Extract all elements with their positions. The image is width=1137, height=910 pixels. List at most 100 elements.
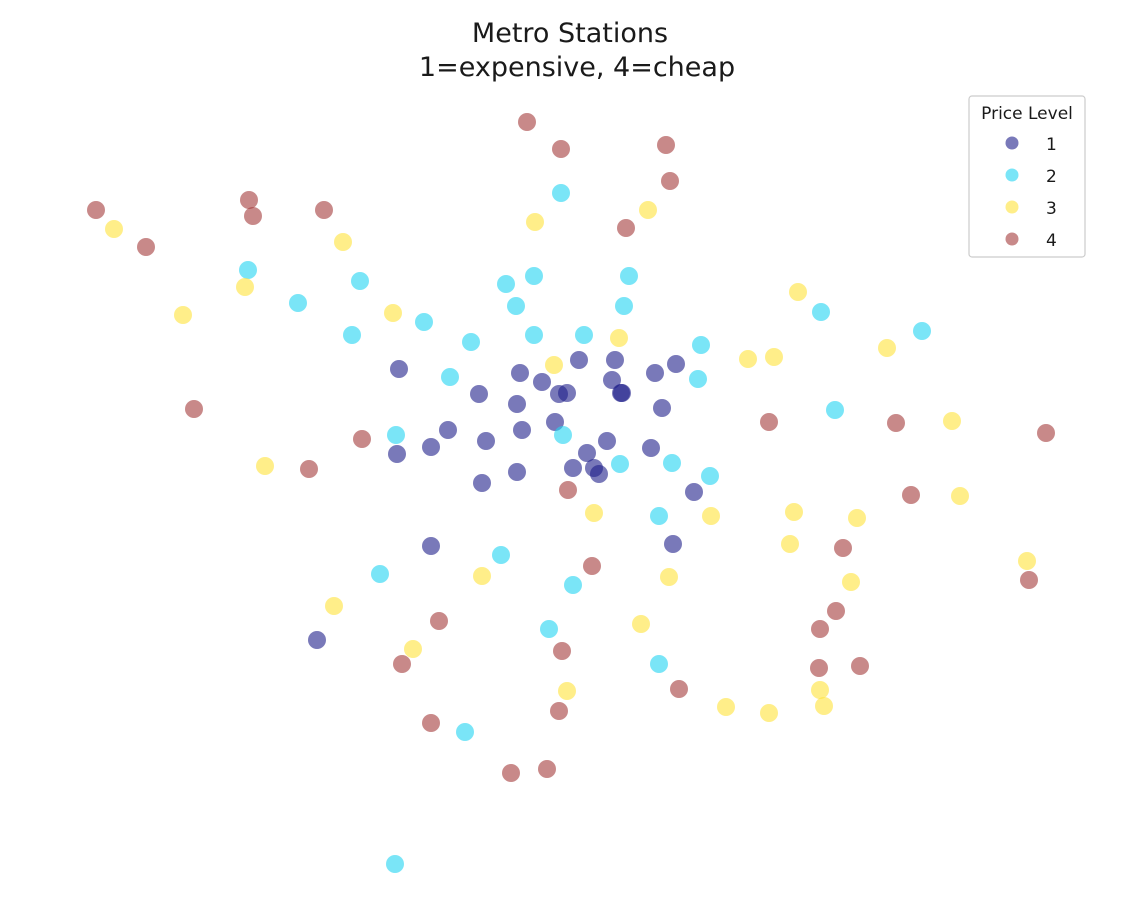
point-price-2-27 (564, 576, 582, 594)
point-price-1-17 (477, 432, 495, 450)
point-price-4-1 (137, 238, 155, 256)
point-price-2-29 (540, 620, 558, 638)
point-price-2-13 (462, 333, 480, 351)
point-price-2-23 (663, 454, 681, 472)
legend-label-1: 1 (1046, 135, 1057, 155)
point-price-1-24 (564, 459, 582, 477)
point-price-3-30 (760, 704, 778, 722)
point-price-3-23 (660, 568, 678, 586)
point-price-4-16 (1037, 424, 1055, 442)
point-price-1-21 (578, 444, 596, 462)
point-price-4-21 (827, 602, 845, 620)
point-price-1-30 (664, 535, 682, 553)
chart-title-text: Metro Stations (472, 18, 668, 49)
point-price-1-9 (603, 371, 621, 389)
point-price-2-7 (575, 326, 593, 344)
point-price-2-9 (289, 294, 307, 312)
point-price-3-7 (610, 329, 628, 347)
point-price-4-18 (834, 539, 852, 557)
point-price-4-10 (185, 400, 203, 418)
point-price-3-6 (639, 201, 657, 219)
point-price-2-14 (441, 368, 459, 386)
point-price-3-0 (105, 220, 123, 238)
point-price-2-32 (386, 855, 404, 873)
point-price-3-5 (526, 213, 544, 231)
point-price-4-32 (538, 760, 556, 778)
point-price-1-7 (570, 351, 588, 369)
point-price-3-22 (473, 567, 491, 585)
point-price-1-19 (422, 438, 440, 456)
point-price-2-20 (387, 426, 405, 444)
point-price-1-11 (613, 384, 631, 402)
point-price-4-24 (553, 642, 571, 660)
point-price-3-9 (739, 350, 757, 368)
point-price-2-4 (507, 297, 525, 315)
legend-label-3: 3 (1046, 199, 1057, 219)
point-price-4-6 (552, 140, 570, 158)
point-price-1-13 (667, 355, 685, 373)
point-price-3-20 (951, 487, 969, 505)
point-price-1-26 (590, 465, 608, 483)
point-price-2-24 (701, 467, 719, 485)
point-price-1-8 (606, 351, 624, 369)
point-price-1-28 (473, 474, 491, 492)
point-price-4-9 (617, 219, 635, 237)
point-price-2-22 (611, 455, 629, 473)
point-price-1-15 (546, 413, 564, 431)
legend-label-2: 2 (1046, 167, 1057, 187)
point-price-1-6 (508, 395, 526, 413)
point-price-3-27 (632, 615, 650, 633)
legend-marker-4 (1005, 232, 1019, 246)
point-price-3-16 (702, 507, 720, 525)
point-price-1-0 (390, 360, 408, 378)
point-price-2-3 (620, 267, 638, 285)
legend-marker-2 (1005, 168, 1019, 182)
point-price-1-27 (508, 463, 526, 481)
point-price-4-17 (902, 486, 920, 504)
point-price-2-31 (456, 723, 474, 741)
point-price-4-20 (583, 557, 601, 575)
point-price-1-2 (511, 364, 529, 382)
point-price-2-17 (812, 303, 830, 321)
point-price-4-7 (657, 136, 675, 154)
point-price-2-30 (650, 655, 668, 673)
point-price-2-16 (689, 370, 707, 388)
point-price-3-25 (325, 597, 343, 615)
point-price-3-19 (848, 509, 866, 527)
point-price-3-21 (1018, 552, 1036, 570)
point-price-3-26 (404, 640, 422, 658)
point-price-2-28 (371, 565, 389, 583)
point-price-2-18 (913, 322, 931, 340)
point-price-3-13 (943, 412, 961, 430)
point-price-4-13 (559, 481, 577, 499)
point-price-4-12 (300, 460, 318, 478)
point-price-3-12 (878, 339, 896, 357)
point-price-2-11 (343, 326, 361, 344)
point-price-1-16 (513, 421, 531, 439)
point-price-3-32 (815, 697, 833, 715)
legend-marker-1 (1005, 136, 1019, 150)
point-price-4-15 (887, 414, 905, 432)
point-price-4-19 (1020, 571, 1038, 589)
point-price-2-21 (554, 426, 572, 444)
point-price-4-3 (244, 207, 262, 225)
point-price-4-14 (760, 413, 778, 431)
point-price-1-12 (646, 364, 664, 382)
point-price-3-1 (236, 278, 254, 296)
point-price-1-1 (470, 385, 488, 403)
point-price-3-11 (789, 283, 807, 301)
point-price-1-5 (558, 384, 576, 402)
point-price-3-31 (811, 681, 829, 699)
legend-frame (968, 95, 1086, 258)
point-price-1-14 (653, 399, 671, 417)
point-price-2-10 (351, 272, 369, 290)
point-price-1-18 (439, 421, 457, 439)
point-price-2-25 (650, 507, 668, 525)
legend-title: Price Level (981, 104, 1073, 124)
point-price-1-32 (308, 631, 326, 649)
point-price-4-5 (518, 113, 536, 131)
point-price-4-27 (851, 657, 869, 675)
point-price-2-12 (415, 313, 433, 331)
point-price-1-22 (598, 432, 616, 450)
chart-subtitle-text: 1=expensive, 4=cheap (419, 52, 735, 83)
